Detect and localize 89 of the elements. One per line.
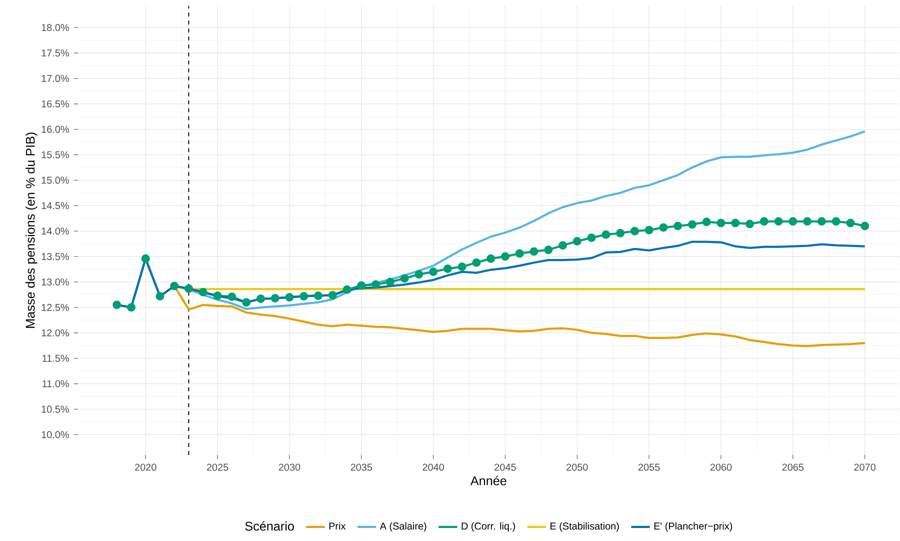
point [832,217,840,226]
point [803,217,812,226]
point [141,254,150,263]
y-tick-label: 18.0% [42,24,69,32]
legend-label: Prix [329,522,346,530]
x-tick-label: 2030 [278,464,300,471]
point [702,218,711,226]
point [760,217,768,226]
point [731,218,740,228]
legend-label: D (Corr. liq.) [462,522,515,532]
y-tick-label: 12.5% [42,304,69,311]
point [659,223,668,232]
point [630,226,639,236]
point [414,270,424,279]
point [213,291,222,300]
point [544,246,553,254]
y-tick-label: 13.0% [42,278,69,286]
y-tick-label: 14.0% [42,228,69,235]
point [644,226,654,234]
point [746,220,754,228]
point [372,280,380,289]
point [472,258,481,267]
y-tick-label: 15.5% [42,151,69,158]
point [788,217,798,226]
point [530,247,538,256]
point [184,284,194,293]
x-tick-label: 2060 [710,464,732,471]
x-tick-label: 2055 [638,464,660,471]
point [342,285,352,294]
point [156,292,164,300]
y-tick-label: 17.5% [42,49,69,56]
legend-title: Scénario [245,521,294,531]
y-tick-label: 14.5% [42,202,69,210]
point [228,292,236,301]
point [500,252,510,261]
x-tick-label: 2045 [494,464,516,471]
point [170,282,179,290]
x-tick-label: 2070 [854,464,876,471]
point [270,294,280,303]
y-tick-label: 12.0% [42,329,69,336]
y-tick-label: 10.0% [42,431,69,438]
point [846,218,855,228]
x-tick-label: 2065 [782,464,804,471]
x-tick-label: 2050 [566,464,588,471]
point [256,294,265,304]
point [860,222,870,230]
x-tick-label: 2040 [422,464,444,471]
y-tick-label: 16.0% [42,126,69,133]
legend-label: E' (Plancher−prix) [654,522,732,532]
y-tick-label: 15.0% [42,176,69,184]
point [112,300,122,310]
y-tick-label: 13.5% [42,253,69,260]
point [774,217,783,226]
point [242,298,251,307]
point [126,303,136,312]
point [300,292,308,300]
y-tick-label: 11.5% [42,354,69,362]
point [674,222,682,230]
point [688,220,696,229]
point [386,278,394,286]
point [400,274,409,283]
point [616,228,625,238]
point [572,237,582,246]
y-tick-label: 11.0% [42,380,69,388]
legend-label: E (Stabilisation) [550,522,619,532]
y-tick-label: 10.5% [42,406,69,413]
point [515,249,524,258]
legend-label: A (Salaire) [380,522,426,532]
point [443,264,452,274]
point [458,262,466,271]
y-axis-title: Masse des pensions (en % du PIB) [26,132,38,328]
point [486,254,496,263]
y-tick-label: 16.5% [42,100,69,108]
point [285,292,294,302]
point [587,233,596,242]
point [429,268,438,276]
x-tick-label: 2020 [135,464,156,471]
point [602,230,610,239]
point [716,218,726,228]
point [314,291,322,300]
x-tick-label: 2025 [206,464,228,471]
y-tick-label: 17.0% [42,74,69,82]
x-tick-label: 2035 [350,464,372,471]
point [328,290,337,300]
point [817,217,826,226]
point [558,241,568,250]
x-axis-title: Année [470,476,506,486]
point [357,281,366,290]
point [198,288,208,296]
